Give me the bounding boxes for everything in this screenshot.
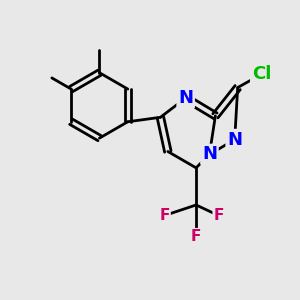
Text: F: F <box>191 229 201 244</box>
Text: N: N <box>202 146 217 164</box>
Text: Cl: Cl <box>252 65 271 83</box>
Text: N: N <box>178 89 193 107</box>
Text: F: F <box>213 208 224 223</box>
Text: N: N <box>227 130 242 148</box>
Text: F: F <box>160 208 170 223</box>
